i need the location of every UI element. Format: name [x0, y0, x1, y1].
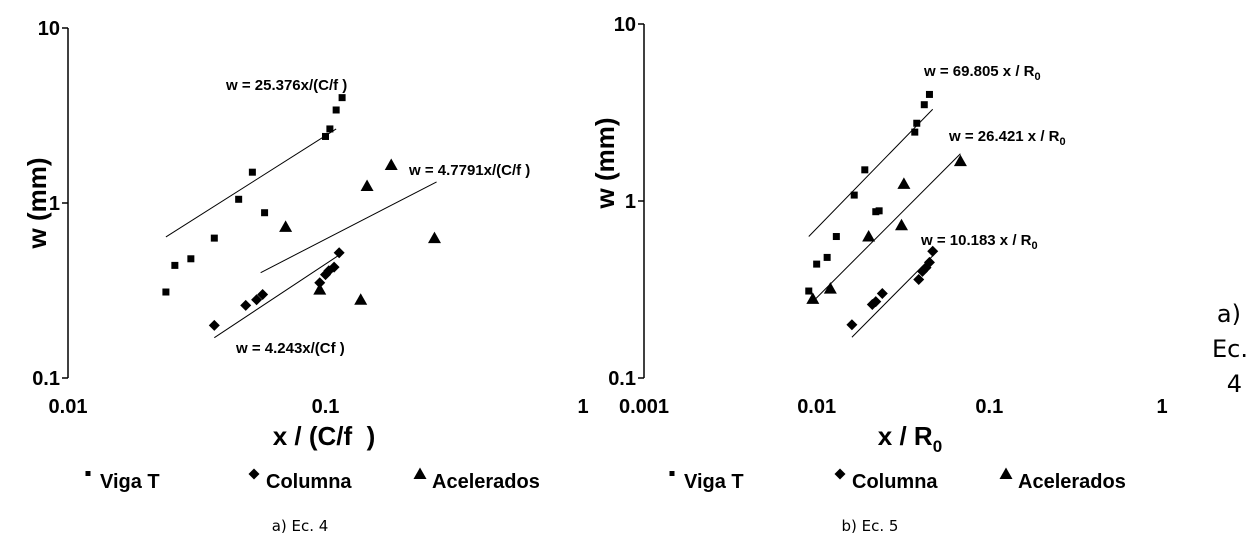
data-point-square — [332, 106, 340, 114]
side-label-line-3: 4 — [1227, 370, 1242, 398]
trendline-equation: w = 10.183 x / R0 — [920, 232, 1038, 252]
data-point-diamond — [328, 261, 340, 273]
y-tick-label: 10 — [614, 14, 636, 36]
y-tick-label: 1 — [49, 193, 60, 215]
legend-left: Viga T Columna Acelerados — [85, 467, 540, 493]
data-point-triangle — [806, 292, 820, 304]
data-point-triangle — [953, 154, 967, 167]
chart-right: 10 1 0.1 0.001 0.01 0.1 1 w = 69.805 x / R0 w =… — [590, 14, 1168, 535]
y-tick-label: 0.1 — [608, 368, 636, 390]
data-point-square — [813, 260, 821, 268]
legend-label: Columna — [266, 471, 352, 493]
data-point-square — [322, 132, 329, 140]
y-tick-label: 0.1 — [32, 368, 60, 390]
legend-right: Viga T Columna Acelerados — [669, 467, 1126, 493]
data-point-triangle — [279, 220, 293, 232]
trend-line — [214, 255, 339, 339]
data-point-diamond — [333, 247, 345, 259]
x-axis-label: x / R0 — [878, 421, 942, 456]
data-point-diamond — [927, 245, 939, 257]
data-point-square — [210, 234, 218, 242]
trend-line — [808, 108, 934, 237]
data-point-square — [861, 166, 869, 174]
legend-marker-triangle — [999, 467, 1013, 479]
data-point-square — [261, 209, 269, 217]
data-point-diamond — [876, 288, 888, 300]
legend-label: Acelerados — [1018, 471, 1126, 493]
trend-line — [812, 153, 961, 303]
x-tick-label: 0.1 — [312, 396, 340, 418]
data-point-triangle — [354, 293, 368, 305]
legend-label: Viga T — [100, 471, 160, 493]
data-point-triangle — [313, 283, 327, 295]
data-point-square — [823, 253, 831, 261]
data-point-diamond — [251, 294, 263, 306]
trend-line — [165, 128, 337, 238]
caption-right: b) Ec. 5 — [842, 517, 899, 535]
data-point-square — [832, 233, 840, 241]
data-point-diamond — [240, 299, 252, 311]
legend-label: Viga T — [684, 471, 744, 493]
legend-marker-triangle — [413, 467, 427, 479]
data-point-diamond — [923, 256, 935, 268]
caption-left: a) Ec. 4 — [272, 517, 329, 535]
data-point-square — [920, 101, 928, 109]
legend-label: Columna — [852, 471, 938, 493]
data-point-triangle — [427, 231, 441, 244]
data-point-square — [850, 191, 858, 199]
data-point-triangle — [895, 218, 909, 231]
side-label-line-2: Ec. — [1212, 335, 1248, 363]
y-axis-label: w (mm) — [22, 158, 52, 250]
data-point-triangle — [897, 177, 911, 189]
data-point-square — [925, 90, 933, 98]
y-axis-label: w (mm) — [590, 118, 620, 210]
x-tick-label: 0.001 — [619, 396, 669, 418]
x-tick-label: 0.01 — [797, 396, 836, 418]
data-point-triangle — [862, 230, 876, 242]
data-point-square — [875, 207, 883, 215]
trendline-equation: w = 4.7791x/(C/f ) — [408, 162, 530, 179]
data-point-triangle — [384, 158, 398, 170]
y-tick-label: 10 — [38, 18, 60, 40]
x-tick-label: 1 — [1156, 396, 1167, 418]
y-tick-label: 1 — [625, 191, 636, 213]
data-point-diamond — [314, 277, 326, 289]
data-point-diamond — [870, 296, 882, 308]
trendline-equation: w = 4.243x/(Cf ) — [235, 340, 345, 357]
data-point-square — [187, 255, 195, 263]
legend-marker-square — [85, 471, 91, 476]
data-point-diamond — [846, 319, 858, 331]
chart-left: 10 1 0.1 0.01 0.1 1 w = 25.376x/(C/f ) w = 4.7… — [22, 18, 589, 535]
data-point-diamond — [208, 319, 220, 331]
data-point-square — [171, 261, 179, 269]
x-tick-label: 1 — [577, 396, 588, 418]
data-point-square — [162, 288, 170, 296]
trendline-equation: w = 25.376x/(C/f ) — [225, 77, 347, 94]
data-point-square — [338, 94, 346, 102]
x-axis-label-subscript: 0 — [933, 437, 942, 456]
side-label-line-1: a) — [1217, 300, 1241, 328]
legend-marker-square — [669, 471, 675, 476]
data-point-square — [248, 168, 256, 176]
data-point-triangle — [360, 179, 374, 192]
data-point-square — [911, 128, 919, 136]
legend-marker-diamond — [834, 468, 846, 480]
data-point-diamond — [913, 274, 925, 286]
x-tick-label: 0.1 — [975, 396, 1003, 418]
data-point-square — [235, 195, 243, 203]
data-point-square — [326, 125, 334, 133]
data-point-square — [805, 287, 813, 295]
legend-marker-diamond — [248, 468, 260, 480]
x-axis-label: x / (C/f ) — [273, 421, 376, 451]
legend-label: Acelerados — [432, 471, 540, 493]
trendline-equation: w = 26.421 x / R0 — [948, 128, 1066, 148]
data-point-diamond — [257, 289, 269, 301]
trend-line — [260, 181, 437, 274]
data-point-triangle — [823, 282, 837, 294]
data-point-square — [913, 119, 921, 127]
trendline-equation: w = 69.805 x / R0 — [923, 63, 1041, 83]
x-tick-label: 0.01 — [49, 396, 88, 418]
